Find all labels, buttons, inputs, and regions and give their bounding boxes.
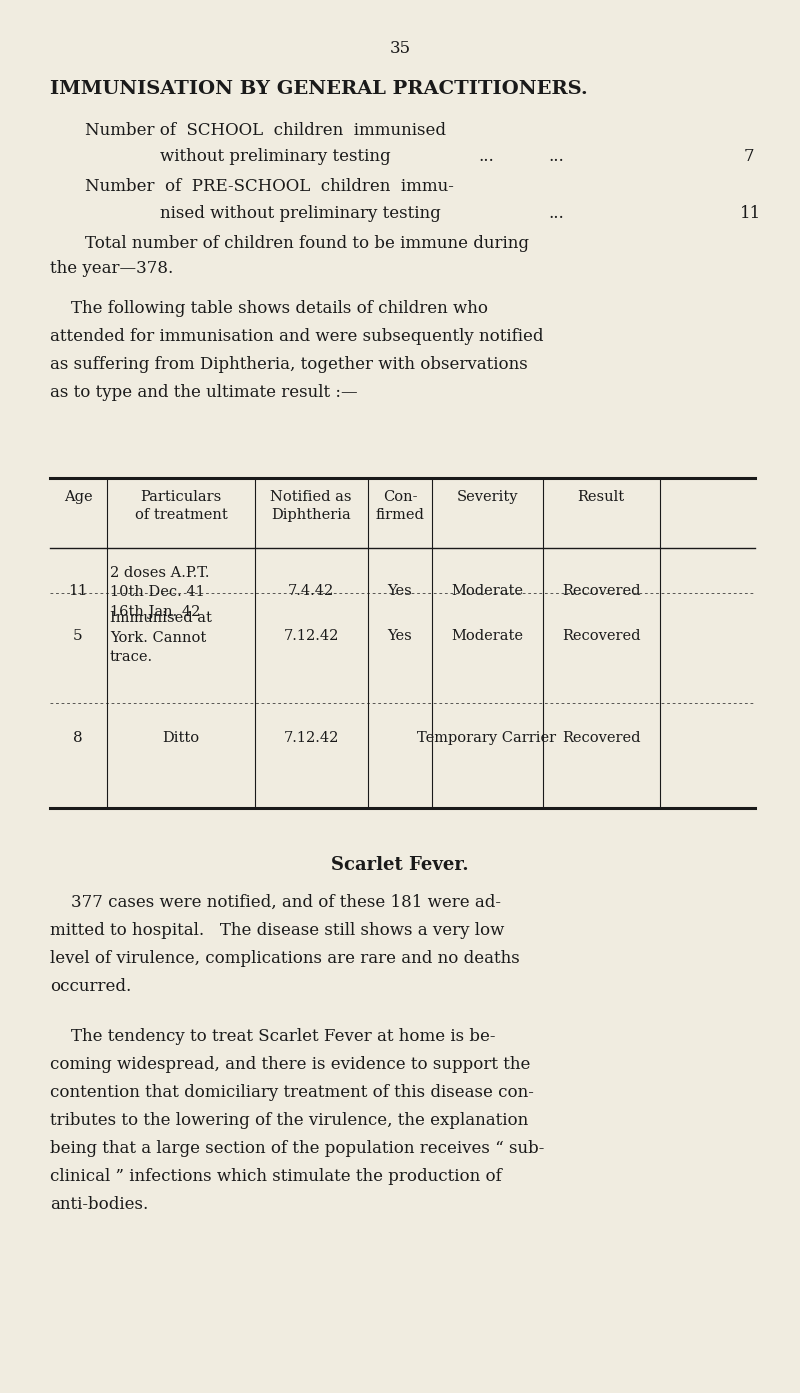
Text: 7.12.42: 7.12.42 bbox=[283, 630, 338, 644]
Text: 7.12.42: 7.12.42 bbox=[283, 731, 338, 745]
Text: Temporary Carrier: Temporary Carrier bbox=[418, 731, 557, 745]
Text: 8: 8 bbox=[73, 731, 83, 745]
Text: 11: 11 bbox=[68, 584, 88, 598]
Text: as to type and the ultimate result :—: as to type and the ultimate result :— bbox=[50, 384, 358, 401]
Text: 11: 11 bbox=[740, 205, 762, 221]
Text: Number  of  PRE-SCHOOL  children  immu-: Number of PRE-SCHOOL children immu- bbox=[85, 178, 454, 195]
Text: level of virulence, complications are rare and no deaths: level of virulence, complications are ra… bbox=[50, 950, 520, 967]
Text: The following table shows details of children who: The following table shows details of chi… bbox=[50, 299, 488, 318]
Text: 2 doses A.P.T.
10th Dec. 41
16th Jan. 42: 2 doses A.P.T. 10th Dec. 41 16th Jan. 42 bbox=[110, 566, 210, 618]
Text: Total number of children found to be immune during: Total number of children found to be imm… bbox=[85, 235, 529, 252]
Text: Moderate: Moderate bbox=[451, 584, 523, 598]
Text: tributes to the lowering of the virulence, the explanation: tributes to the lowering of the virulenc… bbox=[50, 1112, 528, 1128]
Text: without preliminary testing: without preliminary testing bbox=[160, 148, 390, 164]
Text: ...: ... bbox=[548, 205, 564, 221]
Text: Age: Age bbox=[64, 490, 92, 504]
Text: Notified as
Diphtheria: Notified as Diphtheria bbox=[270, 490, 352, 522]
Text: the year—378.: the year—378. bbox=[50, 260, 174, 277]
Text: The tendency to treat Scarlet Fever at home is be-: The tendency to treat Scarlet Fever at h… bbox=[50, 1028, 495, 1045]
Text: 7: 7 bbox=[744, 148, 754, 164]
Text: Recovered: Recovered bbox=[562, 584, 640, 598]
Text: 377 cases were notified, and of these 181 were ad-: 377 cases were notified, and of these 18… bbox=[50, 894, 501, 911]
Text: Yes: Yes bbox=[388, 630, 412, 644]
Text: Severity: Severity bbox=[456, 490, 518, 504]
Text: anti-bodies.: anti-bodies. bbox=[50, 1197, 148, 1213]
Text: Immunised at
York. Cannot
trace.: Immunised at York. Cannot trace. bbox=[110, 612, 212, 664]
Text: Particulars
of treatment: Particulars of treatment bbox=[134, 490, 227, 522]
Text: Result: Result bbox=[578, 490, 625, 504]
Text: attended for immunisation and were subsequently notified: attended for immunisation and were subse… bbox=[50, 327, 543, 345]
Text: occurred.: occurred. bbox=[50, 978, 131, 995]
Text: as suffering from Diphtheria, together with observations: as suffering from Diphtheria, together w… bbox=[50, 357, 528, 373]
Text: being that a large section of the population receives “ sub-: being that a large section of the popula… bbox=[50, 1139, 544, 1158]
Text: Recovered: Recovered bbox=[562, 630, 640, 644]
Text: IMMUNISATION BY GENERAL PRACTITIONERS.: IMMUNISATION BY GENERAL PRACTITIONERS. bbox=[50, 79, 588, 98]
Text: ...: ... bbox=[548, 148, 564, 164]
Text: Moderate: Moderate bbox=[451, 630, 523, 644]
Text: coming widespread, and there is evidence to support the: coming widespread, and there is evidence… bbox=[50, 1056, 530, 1073]
Text: Number of  SCHOOL  children  immunised: Number of SCHOOL children immunised bbox=[85, 123, 446, 139]
Text: contention that domiciliary treatment of this disease con-: contention that domiciliary treatment of… bbox=[50, 1084, 534, 1100]
Text: nised without preliminary testing: nised without preliminary testing bbox=[160, 205, 441, 221]
Text: 7.4.42: 7.4.42 bbox=[288, 584, 334, 598]
Text: mitted to hospital.   The disease still shows a very low: mitted to hospital. The disease still sh… bbox=[50, 922, 504, 939]
Text: Ditto: Ditto bbox=[162, 731, 199, 745]
Text: clinical ” infections which stimulate the production of: clinical ” infections which stimulate th… bbox=[50, 1167, 502, 1185]
Text: Recovered: Recovered bbox=[562, 731, 640, 745]
Text: 35: 35 bbox=[390, 40, 410, 57]
Text: ...: ... bbox=[478, 148, 494, 164]
Text: Scarlet Fever.: Scarlet Fever. bbox=[331, 857, 469, 873]
Text: Yes: Yes bbox=[388, 584, 412, 598]
Text: 5: 5 bbox=[73, 630, 83, 644]
Text: Con-
firmed: Con- firmed bbox=[375, 490, 425, 522]
